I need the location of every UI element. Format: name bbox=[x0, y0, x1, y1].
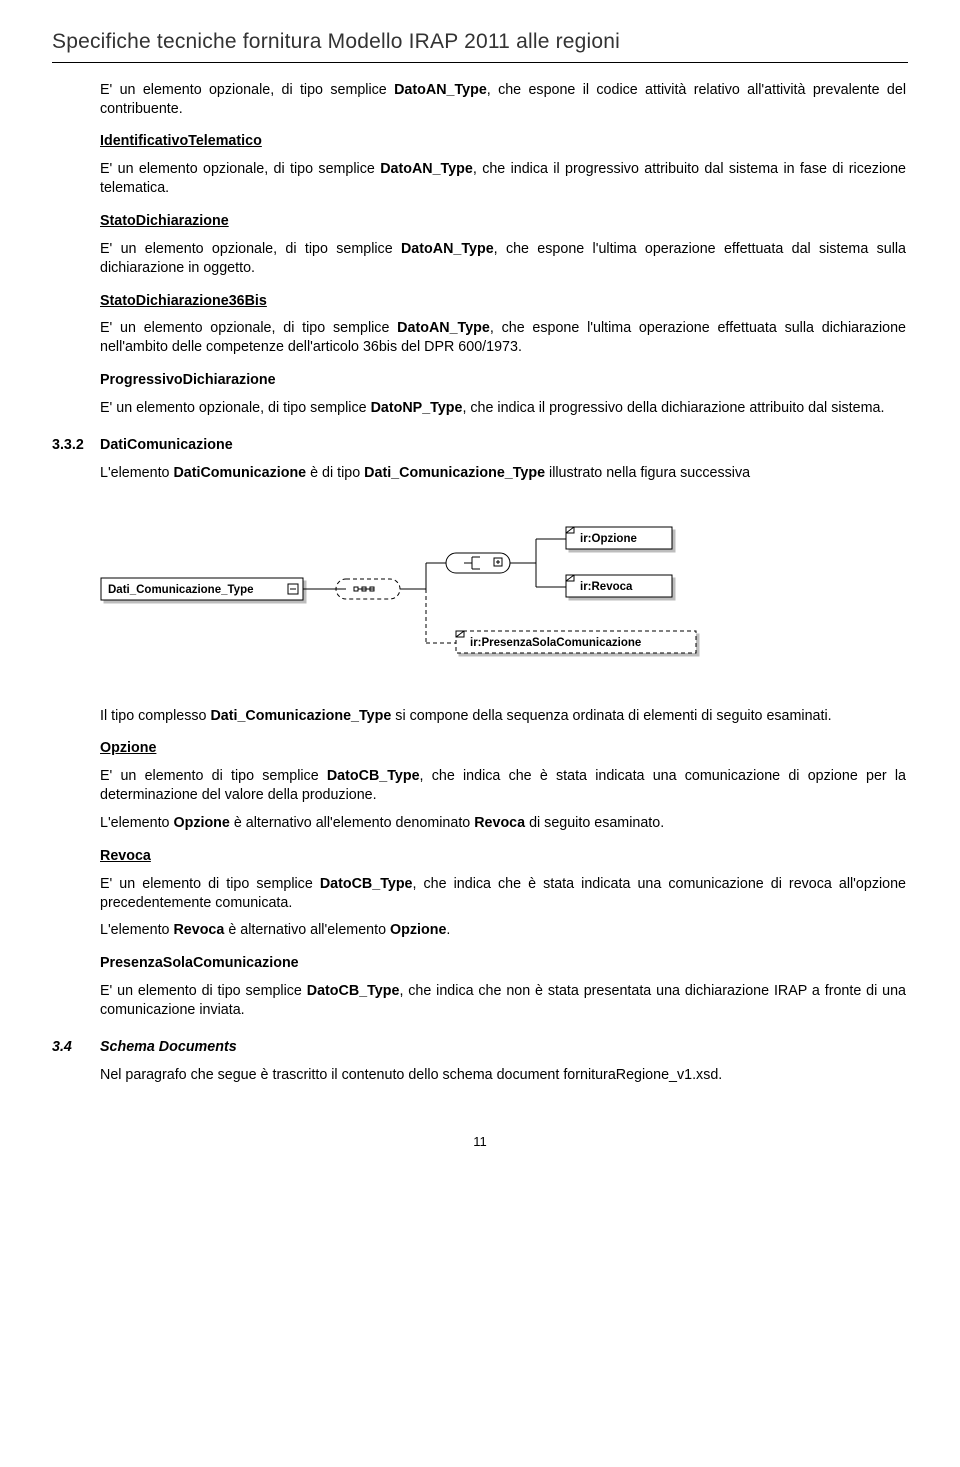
text: si compone della sequenza ordinata di el… bbox=[391, 708, 831, 724]
text: E' un elemento di tipo semplice bbox=[100, 768, 327, 784]
schema-diagram: Dati_Comunicazione_Type bbox=[96, 513, 908, 673]
type-name: Dati_Comunicazione_Type bbox=[364, 465, 545, 481]
paragraph: E' un elemento di tipo semplice DatoCB_T… bbox=[100, 875, 906, 913]
diagram-root-label: Dati_Comunicazione_Type bbox=[108, 584, 254, 596]
text: , che indica il progressivo della dichia… bbox=[462, 400, 884, 416]
text: E' un elemento di tipo semplice bbox=[100, 983, 307, 999]
header-divider bbox=[52, 62, 908, 63]
text: L'elemento bbox=[100, 465, 173, 481]
paragraph: E' un elemento opzionale, di tipo sempli… bbox=[100, 399, 906, 418]
field-heading-stato-dichiarazione: StatoDichiarazione bbox=[100, 212, 906, 231]
diagram-node-revoca: ir:Revoca bbox=[580, 581, 633, 593]
page-number: 11 bbox=[52, 1133, 908, 1150]
paragraph: L'elemento Opzione è alternativo all'ele… bbox=[100, 814, 906, 833]
field-heading-progressivo: ProgressivoDichiarazione bbox=[100, 371, 906, 390]
text: è di tipo bbox=[306, 465, 364, 481]
paragraph: E' un elemento opzionale, di tipo sempli… bbox=[100, 319, 906, 357]
diagram-node-presenza: ir:PresenzaSolaComunicazione bbox=[470, 637, 641, 649]
paragraph: E' un elemento opzionale, di tipo sempli… bbox=[100, 240, 906, 278]
section-label: DatiComunicazione bbox=[100, 436, 233, 455]
type-name: DatoNP_Type bbox=[371, 400, 463, 416]
text: L'elemento bbox=[100, 815, 173, 831]
text: L'elemento bbox=[100, 922, 173, 938]
text: E' un elemento opzionale, di tipo sempli… bbox=[100, 320, 397, 336]
schema-svg: Dati_Comunicazione_Type bbox=[96, 513, 836, 673]
paragraph: E' un elemento di tipo semplice DatoCB_T… bbox=[100, 767, 906, 805]
element-name: Opzione bbox=[173, 815, 229, 831]
text: è alternativo all'elemento denominato bbox=[230, 815, 474, 831]
field-heading-opzione: Opzione bbox=[100, 739, 906, 758]
element-name: DatiComunicazione bbox=[173, 465, 306, 481]
content-block: Nel paragrafo che segue è trascritto il … bbox=[100, 1066, 906, 1085]
diagram-node-opzione: ir:Opzione bbox=[580, 533, 637, 545]
text: E' un elemento opzionale, di tipo sempli… bbox=[100, 241, 401, 257]
paragraph: E' un elemento di tipo semplice DatoCB_T… bbox=[100, 982, 906, 1020]
text: E' un elemento di tipo semplice bbox=[100, 876, 320, 892]
paragraph: E' un elemento opzionale, di tipo sempli… bbox=[100, 160, 906, 198]
text: di seguito esaminato. bbox=[525, 815, 664, 831]
section-number: 3.4 bbox=[52, 1038, 100, 1057]
text: E' un elemento opzionale, di tipo sempli… bbox=[100, 82, 394, 98]
field-heading-identificativo: IdentificativoTelematico bbox=[100, 132, 906, 151]
text: E' un elemento opzionale, di tipo sempli… bbox=[100, 161, 380, 177]
section-number: 3.3.2 bbox=[52, 436, 100, 455]
paragraph: L'elemento Revoca è alternativo all'elem… bbox=[100, 921, 906, 940]
type-name: Dati_Comunicazione_Type bbox=[210, 708, 391, 724]
type-name: DatoCB_Type bbox=[327, 768, 420, 784]
paragraph: Il tipo complesso Dati_Comunicazione_Typ… bbox=[100, 707, 906, 726]
field-heading-stato-dichiarazione-36bis: StatoDichiarazione36Bis bbox=[100, 292, 906, 311]
paragraph: L'elemento DatiComunicazione è di tipo D… bbox=[100, 464, 906, 483]
section-34-row: 3.4 Schema Documents bbox=[52, 1038, 908, 1057]
field-heading-revoca: Revoca bbox=[100, 847, 906, 866]
type-name: DatoCB_Type bbox=[320, 876, 413, 892]
paragraph: E' un elemento opzionale, di tipo sempli… bbox=[100, 81, 906, 119]
type-name: DatoCB_Type bbox=[307, 983, 400, 999]
type-name: DatoAN_Type bbox=[401, 241, 494, 257]
page-title: Specifiche tecniche fornitura Modello IR… bbox=[52, 28, 908, 56]
text: . bbox=[446, 922, 450, 938]
element-name: Revoca bbox=[173, 922, 224, 938]
paragraph: Nel paragrafo che segue è trascritto il … bbox=[100, 1066, 906, 1085]
content-block: E' un elemento opzionale, di tipo sempli… bbox=[100, 81, 906, 418]
element-name: Revoca bbox=[474, 815, 525, 831]
text: è alternativo all'elemento bbox=[224, 922, 390, 938]
section-332-row: 3.3.2 DatiComunicazione bbox=[52, 436, 908, 455]
type-name: DatoAN_Type bbox=[380, 161, 473, 177]
field-heading-presenza: PresenzaSolaComunicazione bbox=[100, 954, 906, 973]
content-block: Il tipo complesso Dati_Comunicazione_Typ… bbox=[100, 707, 906, 1020]
type-name: DatoAN_Type bbox=[397, 320, 490, 336]
text: illustrato nella figura successiva bbox=[545, 465, 750, 481]
type-name: DatoAN_Type bbox=[394, 82, 487, 98]
content-block: L'elemento DatiComunicazione è di tipo D… bbox=[100, 464, 906, 483]
element-name: Opzione bbox=[390, 922, 446, 938]
section-label: Schema Documents bbox=[100, 1038, 237, 1057]
text: Il tipo complesso bbox=[100, 708, 210, 724]
text: E' un elemento opzionale, di tipo sempli… bbox=[100, 400, 371, 416]
